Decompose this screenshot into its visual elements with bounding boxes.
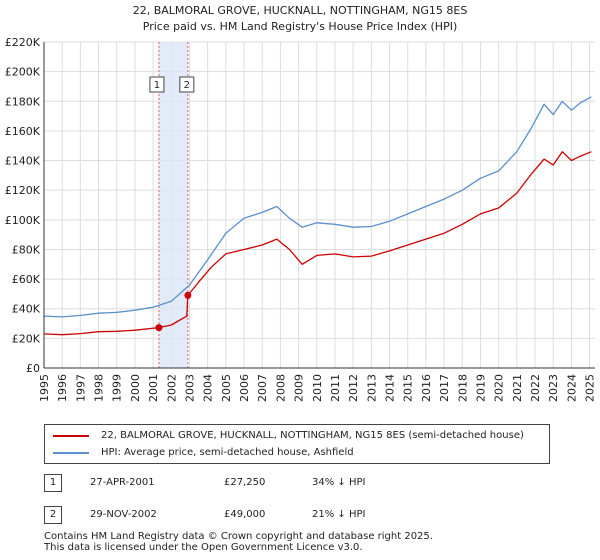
chart-subtitle: Price paid vs. HM Land Registry's House … [143,20,458,33]
sale-number: 2 [44,506,62,524]
x-tick-label: 2010 [311,374,324,402]
y-tick-label: £180K [5,95,41,108]
footer-licence: This data is licensed under the Open Gov… [44,542,363,553]
sale-price: £27,250 [224,477,266,488]
x-tick-label: 1998 [93,374,106,402]
sale-price: £49,000 [224,509,266,520]
x-tick-label: 2001 [147,374,160,402]
sale-2-marker-label: 2 [184,80,190,91]
x-tick-label: 2007 [256,374,269,402]
sale-date: 29-NOV-2002 [90,509,157,520]
x-tick-label: 2022 [529,374,542,402]
y-tick-label: £160K [5,125,41,138]
y-tick-label: £20K [12,332,41,345]
x-tick-label: 1995 [38,374,51,402]
sale-period-shade [158,42,188,368]
y-tick-label: £0 [26,362,40,375]
x-tick-label: 2015 [402,374,415,402]
legend-label-hpi: HPI: Average price, semi-detached house,… [101,447,354,458]
y-tick-label: £100K [5,214,41,227]
sale-number: 1 [44,474,62,492]
x-tick-label: 2005 [220,374,233,402]
y-tick-label: £40K [12,303,41,316]
footer: Contains HM Land Registry data © Crown c… [44,531,433,553]
sale-hpi-diff: 21% ↓ HPI [312,509,366,520]
x-tick-label: 2021 [511,374,524,402]
y-tick-label: £120K [5,184,41,197]
sale-2-marker [179,76,195,93]
sale-2-point [184,291,192,299]
x-tick-label: 2018 [456,374,469,402]
sale-hpi-diff: 34% ↓ HPI [312,477,366,488]
x-tick-label: 2024 [565,374,578,402]
x-tick-label: 2025 [584,374,597,402]
x-tick-label: 2017 [438,374,451,402]
x-tick-label: 2014 [384,374,397,402]
legend-label-property: 22, BALMORAL GROVE, HUCKNALL, NOTTINGHAM… [101,430,524,441]
x-tick-label: 2012 [347,374,360,402]
x-tick-label: 2006 [238,374,251,402]
x-tick-label: 2023 [547,374,560,402]
sale-1-marker [149,76,165,93]
y-tick-label: £140K [5,155,41,168]
x-tick-label: 2000 [129,374,142,402]
hpi-line [43,96,592,318]
legend: 22, BALMORAL GROVE, HUCKNALL, NOTTINGHAM… [44,424,550,464]
sale-date: 27-APR-2001 [90,477,155,488]
x-tick-label: 2004 [202,374,215,402]
footer-copyright: Contains HM Land Registry data © Crown c… [44,531,433,542]
sale-1-point [155,324,163,332]
chart-title: 22, BALMORAL GROVE, HUCKNALL, NOTTINGHAM… [133,4,468,17]
y-tick-label: £80K [12,243,41,256]
x-tick-label: 2009 [293,374,306,402]
x-tick-label: 1996 [56,374,69,402]
y-tick-label: £200K [5,66,41,79]
x-tick-label: 1997 [74,374,87,402]
x-tick-label: 2020 [493,374,506,402]
x-tick-label: 2003 [184,374,197,402]
x-tick-label: 1999 [111,374,124,402]
x-tick-label: 2002 [165,374,178,402]
x-tick-label: 2016 [420,374,433,402]
x-tick-label: 2019 [474,374,487,402]
legend-swatch-property [53,435,89,437]
x-tick-label: 2013 [365,374,378,402]
y-tick-label: £60K [12,273,41,286]
x-tick-label: 2011 [329,374,342,402]
y-tick-label: £220K [5,36,41,49]
plot-area [44,42,595,368]
price-chart: 22, BALMORAL GROVE, HUCKNALL, NOTTINGHAM… [5,4,597,402]
sale-1-marker-label: 1 [154,80,160,91]
x-tick-label: 2008 [274,374,287,402]
legend-swatch-hpi [53,452,89,454]
